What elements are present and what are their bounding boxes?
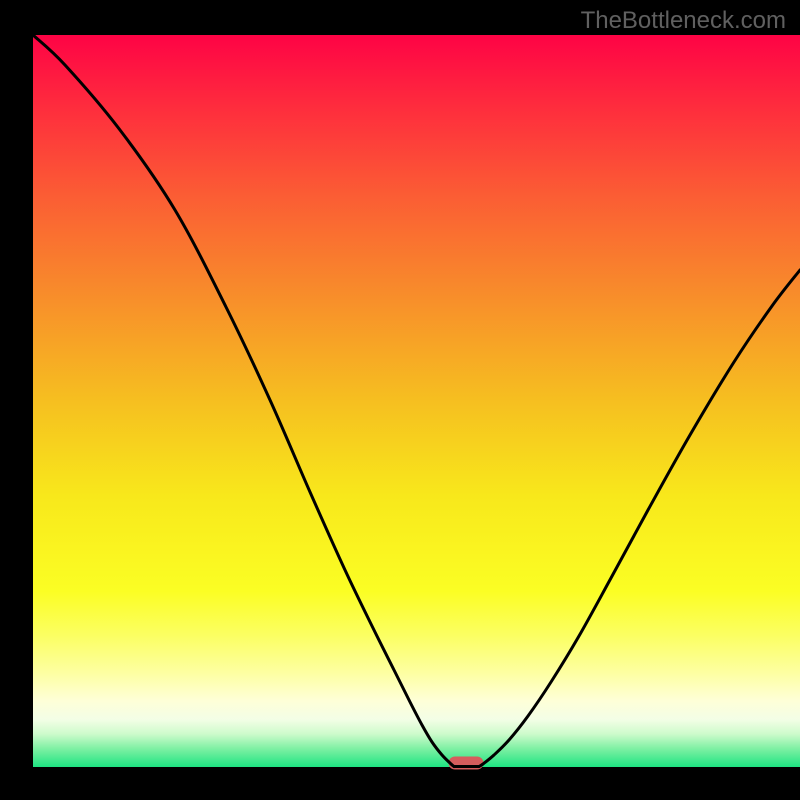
chart-background [33,35,800,767]
watermark-text: TheBottleneck.com [581,7,786,35]
bottleneck-chart [0,0,800,800]
chart-container: TheBottleneck.com [0,0,800,800]
